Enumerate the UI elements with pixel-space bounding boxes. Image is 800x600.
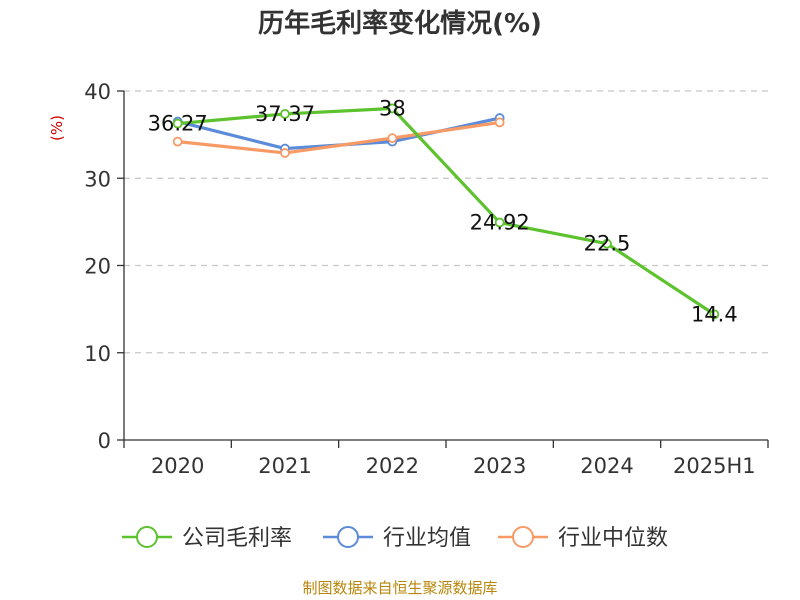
legend-label: 公司毛利率 (182, 526, 292, 551)
data-label: 38 (379, 96, 406, 120)
source-note: 制图数据来自恒生聚源数据库 (302, 579, 497, 597)
y-axis-unit-label: (%) (48, 115, 66, 141)
data-label: 37.37 (255, 102, 315, 126)
y-tick-label: 30 (84, 167, 111, 191)
data-label: 22.5 (584, 232, 631, 256)
x-tick-label: 2020 (151, 454, 204, 478)
series-layer (172, 103, 720, 320)
legend: 公司毛利率 行业均值 行业中位数 (122, 526, 668, 551)
data-label: 24.92 (470, 211, 530, 235)
chart-title: 历年毛利率变化情况(%) (258, 8, 542, 39)
legend-label: 行业均值 (383, 526, 471, 551)
data-label: 36.27 (148, 112, 208, 136)
legend-marker (136, 526, 158, 548)
data-point (172, 118, 183, 129)
x-tick-label: 2021 (258, 454, 311, 478)
data-point (387, 133, 398, 144)
data-point (494, 117, 505, 128)
data-label: 14.4 (691, 302, 738, 326)
y-tick-label: 20 (84, 255, 111, 279)
data-point (709, 309, 720, 320)
axes: 0 10 20 30 40 2020 2021 2022 2023 2024 2025H1 (84, 80, 769, 478)
data-point (494, 217, 505, 228)
data-point (172, 136, 183, 147)
gridlines (124, 90, 768, 354)
x-tick-label: 2025H1 (673, 454, 756, 478)
legend-marker (512, 526, 534, 548)
data-labels: 36.27 37.37 38 24.92 22.5 14.4 (148, 96, 738, 326)
x-tick-label: 2022 (366, 454, 419, 478)
data-point (602, 238, 612, 249)
y-tick-label: 40 (84, 80, 111, 104)
x-tick-label: 2023 (473, 454, 526, 478)
y-tick-label: 10 (84, 342, 111, 366)
data-point (280, 109, 290, 119)
legend-label: 行业中位数 (558, 526, 668, 551)
legend-marker (337, 526, 359, 548)
series-line (177, 120, 500, 155)
x-tick-label: 2024 (580, 454, 633, 478)
y-tick-label: 0 (98, 429, 111, 453)
data-point (387, 103, 398, 114)
series-line (177, 106, 716, 316)
data-point (280, 148, 290, 158)
